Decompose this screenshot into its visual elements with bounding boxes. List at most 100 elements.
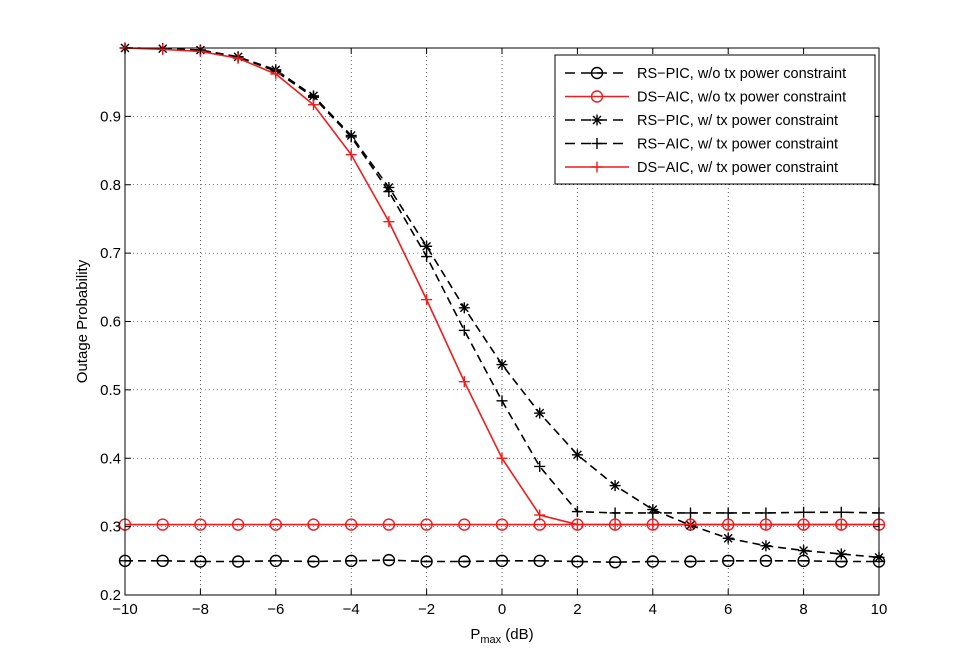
data-point xyxy=(308,99,319,111)
data-point xyxy=(684,555,697,568)
y-axis-label: Outage Probability xyxy=(74,259,91,383)
legend-label: RS−PIC, w/o tx power constraint xyxy=(637,66,846,82)
x-tick-label: −8 xyxy=(192,601,209,618)
legend-label: DS−AIC, w/o tx power constraint xyxy=(637,90,846,106)
data-point xyxy=(383,216,395,228)
legend-marker xyxy=(591,114,603,126)
data-point xyxy=(458,518,471,531)
data-point xyxy=(495,518,509,531)
data-point xyxy=(609,507,621,519)
data-point xyxy=(345,554,358,568)
data-point xyxy=(307,518,320,531)
data-point xyxy=(759,554,773,568)
y-tick-label: 0.6 xyxy=(100,314,121,331)
data-point xyxy=(458,555,471,568)
data-point xyxy=(232,52,244,64)
data-point xyxy=(835,506,847,518)
y-tick-labels: 0.2 0.3 0.4 0.5 0.6 0.7 0.8 0.9 xyxy=(100,108,121,604)
series-1 xyxy=(118,553,886,569)
legend-label: RS−PIC, w/ tx power constraint xyxy=(637,113,838,129)
legend-marker xyxy=(591,161,603,173)
data-point xyxy=(685,507,696,519)
data-point xyxy=(609,480,621,492)
x-tick-label: 0 xyxy=(498,601,506,618)
data-point xyxy=(722,532,734,544)
data-point xyxy=(534,407,546,419)
x-tick-label: 4 xyxy=(649,601,657,618)
y-tick-label: 0.7 xyxy=(100,245,121,262)
data-point xyxy=(835,519,847,531)
legend-label: DS−AIC, w/ tx power constraint xyxy=(637,160,838,176)
data-point xyxy=(533,554,546,568)
data-point xyxy=(534,509,546,521)
data-point xyxy=(571,555,584,568)
data-point xyxy=(760,540,772,552)
data-point xyxy=(496,395,508,407)
data-point xyxy=(647,507,659,519)
x-axis-label-main: P xyxy=(470,626,480,643)
legend-marker xyxy=(590,66,604,80)
data-point xyxy=(571,519,583,531)
legend-item: RS−PIC, w/o tx power constraint xyxy=(565,66,846,82)
data-point xyxy=(382,518,396,531)
data-point xyxy=(798,545,810,557)
data-point xyxy=(835,548,847,560)
data-point xyxy=(571,449,583,461)
data-point xyxy=(496,452,508,464)
data-point xyxy=(458,302,470,314)
data-point xyxy=(458,376,470,388)
data-point xyxy=(194,555,207,568)
data-point xyxy=(382,553,396,567)
data-point xyxy=(798,506,810,518)
data-point xyxy=(421,294,433,306)
x-axis-label-subscript: max xyxy=(480,634,501,646)
data-point xyxy=(421,251,433,263)
legend: RS−PIC, w/o tx power constraint DS−AIC, w… xyxy=(554,54,876,185)
data-point xyxy=(685,519,696,531)
x-tick-label: 10 xyxy=(871,601,888,618)
x-tick-label: 6 xyxy=(724,601,732,618)
x-tick-labels: −10 −8 −6 −4 −2 0 2 4 6 8 10 xyxy=(112,601,887,618)
y-tick-label: 0.9 xyxy=(100,108,121,125)
legend-item: RS−AIC, w/ tx power constraint xyxy=(565,137,838,153)
x-tick-label: −6 xyxy=(267,601,284,618)
y-tick-label: 0.3 xyxy=(100,519,121,536)
data-point xyxy=(571,506,583,518)
data-point xyxy=(156,518,169,531)
data-point xyxy=(307,555,320,568)
data-point xyxy=(609,519,621,531)
data-point xyxy=(760,519,772,531)
data-point xyxy=(722,519,734,531)
y-tick-label: 0.8 xyxy=(100,177,121,194)
legend-item: RS−PIC, w/ tx power constraint xyxy=(565,113,838,129)
data-point xyxy=(760,507,772,519)
data-point xyxy=(421,240,433,252)
data-point xyxy=(345,131,357,143)
data-point xyxy=(270,68,282,80)
data-point xyxy=(646,555,659,568)
x-tick-label: −4 xyxy=(343,601,360,618)
series-line xyxy=(124,47,880,559)
data-point xyxy=(383,186,395,198)
data-point xyxy=(608,555,622,569)
legend-item: DS−AIC, w/ tx power constraint xyxy=(565,160,838,176)
data-point xyxy=(420,555,433,568)
legend-item: DS−AIC, w/o tx power constraint xyxy=(565,90,846,106)
x-tick-label: 2 xyxy=(573,601,581,618)
legend-marker xyxy=(591,138,603,149)
data-point xyxy=(495,554,509,568)
x-tick-label: −2 xyxy=(418,601,435,618)
data-point xyxy=(722,554,735,568)
y-tick-label: 0.4 xyxy=(100,450,121,467)
data-point xyxy=(345,149,357,161)
data-point xyxy=(269,554,282,568)
x-axis-label-unit: (dB) xyxy=(501,626,534,643)
legend-box xyxy=(554,54,876,185)
data-point xyxy=(194,518,207,531)
data-point xyxy=(722,507,734,519)
data-point xyxy=(798,519,810,531)
data-point xyxy=(157,43,169,55)
x-tick-label: −10 xyxy=(112,601,137,618)
